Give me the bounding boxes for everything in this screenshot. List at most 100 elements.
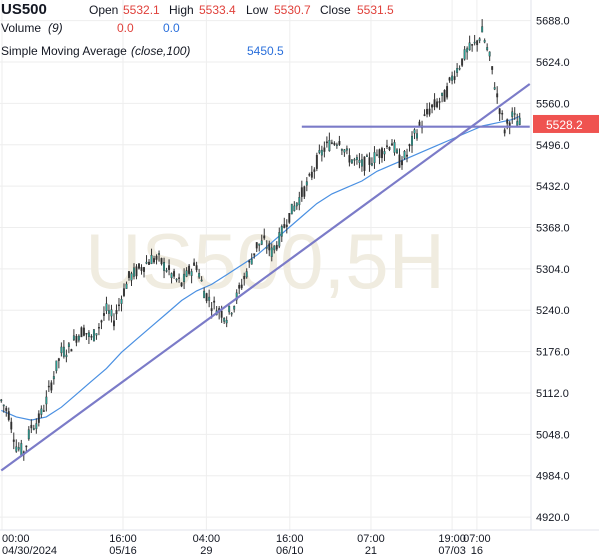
volume-param: (9) — [48, 21, 63, 35]
candle-body — [451, 75, 454, 81]
candle-body — [165, 270, 168, 272]
candle-body — [27, 429, 30, 440]
candle-body — [275, 244, 278, 250]
rising-trendline[interactable] — [0, 83, 531, 472]
high-value: 5533.4 — [199, 3, 236, 17]
candle-body — [12, 439, 15, 442]
candle-body — [67, 343, 70, 347]
candle-body — [373, 152, 376, 163]
candle-body — [92, 329, 95, 342]
candle-body — [175, 278, 178, 281]
candle-body — [95, 333, 98, 336]
candle-body — [143, 267, 145, 272]
chart-watermark: US500,5H — [85, 217, 445, 305]
candle-body — [295, 202, 298, 207]
candle-body — [473, 41, 476, 44]
candle-body — [278, 232, 281, 247]
drawn-lines[interactable] — [0, 83, 531, 472]
candle-body — [428, 108, 431, 115]
candle-body — [503, 129, 506, 134]
candle-body — [115, 310, 118, 315]
candle-body — [15, 446, 18, 452]
candle-body — [310, 171, 313, 178]
candle-body — [441, 92, 444, 96]
candle-body — [418, 121, 421, 127]
candle-body — [506, 119, 509, 124]
candle-body — [280, 226, 283, 237]
candle-body — [370, 163, 373, 166]
candle-body — [388, 147, 391, 150]
candle-body — [240, 284, 243, 289]
candle-body — [173, 271, 176, 277]
candle-body — [30, 424, 33, 429]
candle-body — [52, 376, 55, 380]
candle-body — [453, 76, 456, 80]
candle-body — [438, 101, 441, 103]
candle-body — [443, 90, 446, 102]
candle-body — [383, 151, 386, 155]
date-tick-label: 04/30/2024 — [2, 545, 57, 557]
candle-body — [180, 282, 183, 287]
candlestick-series — [0, 19, 521, 461]
candle-body — [125, 283, 128, 289]
candle-body — [150, 255, 153, 265]
candle-body — [270, 247, 273, 257]
candle-body — [333, 142, 336, 145]
candle-body — [313, 169, 316, 172]
time-tick-label: 00:00 — [2, 533, 30, 545]
candle-body — [208, 296, 211, 301]
candle-body — [42, 410, 45, 412]
candle-body — [55, 360, 58, 371]
candle-body — [118, 304, 120, 307]
candle-body — [518, 117, 521, 125]
time-axis[interactable]: 00:0004/30/202416:0005/1604:002916:0006/… — [2, 533, 491, 557]
candle-body — [20, 443, 23, 456]
candle-body — [205, 293, 208, 302]
volume-value-2: 0.0 — [163, 21, 180, 35]
candle-body — [80, 327, 83, 338]
candle-body — [481, 26, 484, 33]
candle-body — [513, 113, 516, 115]
candle-body — [365, 155, 368, 157]
volume-label[interactable]: Volume — [1, 21, 42, 35]
candle-body — [416, 133, 418, 139]
candle-body — [243, 276, 246, 280]
candle-body — [368, 157, 371, 165]
candle-body — [123, 288, 125, 296]
candle-body — [288, 213, 291, 223]
candle-body — [265, 247, 268, 249]
candle-body — [100, 320, 103, 323]
candle-body — [248, 260, 251, 263]
date-tick-label: 05/16 — [109, 545, 137, 557]
candle-body — [290, 203, 293, 215]
price-tick-label: 5560.0 — [536, 98, 570, 110]
candle-body — [258, 243, 261, 246]
candle-body — [148, 261, 150, 265]
symbol-label[interactable]: US500 — [1, 1, 47, 18]
candle-body — [305, 181, 308, 186]
candle-body — [406, 154, 408, 157]
candle-body — [476, 40, 479, 46]
price-tag-bg — [533, 114, 599, 133]
candle-body — [228, 305, 231, 313]
sma-label[interactable]: Simple Moving Average — [1, 44, 127, 58]
candle-body — [360, 159, 363, 167]
candle-body — [128, 271, 130, 278]
candle-body — [233, 306, 236, 310]
candle-body — [486, 47, 489, 51]
candle-body — [135, 266, 138, 277]
candle-body — [511, 111, 514, 117]
open-label: Open — [89, 3, 119, 17]
candle-body — [155, 255, 158, 260]
candle-body — [85, 332, 88, 335]
candle-body — [47, 385, 50, 388]
candle-body — [325, 141, 328, 144]
date-tick-label: 16 — [471, 545, 483, 557]
candle-body — [340, 148, 343, 151]
candle-body — [188, 265, 191, 274]
candle-body — [72, 335, 75, 341]
price-tick-label: 4984.0 — [536, 471, 570, 483]
time-tick-label: 16:00 — [109, 533, 137, 545]
price-axis[interactable]: 5688.0 5624.0 5560.0 5496.0 5432.0 5368.0 5304… — [536, 16, 570, 524]
